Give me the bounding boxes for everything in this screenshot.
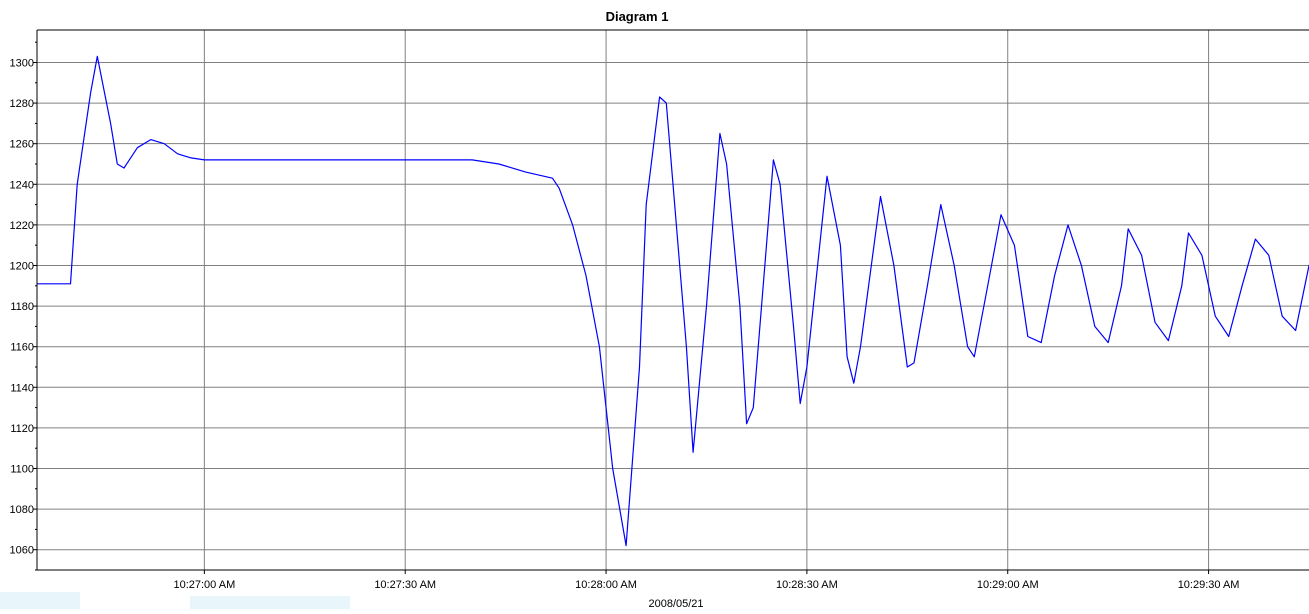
x-tick-label: 10:27:30 AM [374, 579, 436, 591]
y-tick-label: 1260 [10, 139, 34, 151]
x-tick-label: 10:27:00 AM [173, 579, 235, 591]
x-axis-label: 2008/05/21 [648, 598, 703, 609]
y-tick-label: 1080 [10, 504, 34, 516]
series-layer [37, 55, 1309, 547]
series-line [37, 55, 1309, 547]
y-tick-label: 1140 [10, 382, 34, 394]
y-tick-label: 1300 [10, 57, 34, 69]
y-tick-label: 1060 [10, 545, 34, 557]
y-tick-label: 1100 [10, 463, 34, 475]
grid-lines [37, 30, 1309, 570]
decorative-background-shape [190, 596, 350, 609]
plot-area [37, 30, 1309, 570]
y-tick-label: 1200 [10, 260, 34, 272]
y-tick-label: 1240 [10, 179, 34, 191]
decorative-background-shape [0, 592, 80, 609]
y-tick-label: 1180 [10, 301, 34, 313]
y-tick-label: 1280 [10, 98, 34, 110]
y-tick-label: 1120 [10, 423, 34, 435]
x-tick-label: 10:28:00 AM [575, 579, 637, 591]
chart-title: Diagram 1 [606, 9, 669, 24]
x-axis-ticks: 10:27:00 AM 10:27:30 AM 10:28:00 AM 10:28:3… [173, 570, 1239, 591]
x-tick-label: 10:29:30 AM [1178, 579, 1240, 591]
axes [36, 29, 1309, 571]
x-tick-label: 10:29:00 AM [977, 579, 1039, 591]
x-tick-label: 10:28:30 AM [776, 579, 838, 591]
y-tick-label: 1220 [10, 220, 34, 232]
y-tick-label: 1160 [10, 342, 34, 354]
y-axis-ticks: 1060 1080 1100 1120 1140 1160 1180 1200 1220 1240… [10, 41, 37, 571]
